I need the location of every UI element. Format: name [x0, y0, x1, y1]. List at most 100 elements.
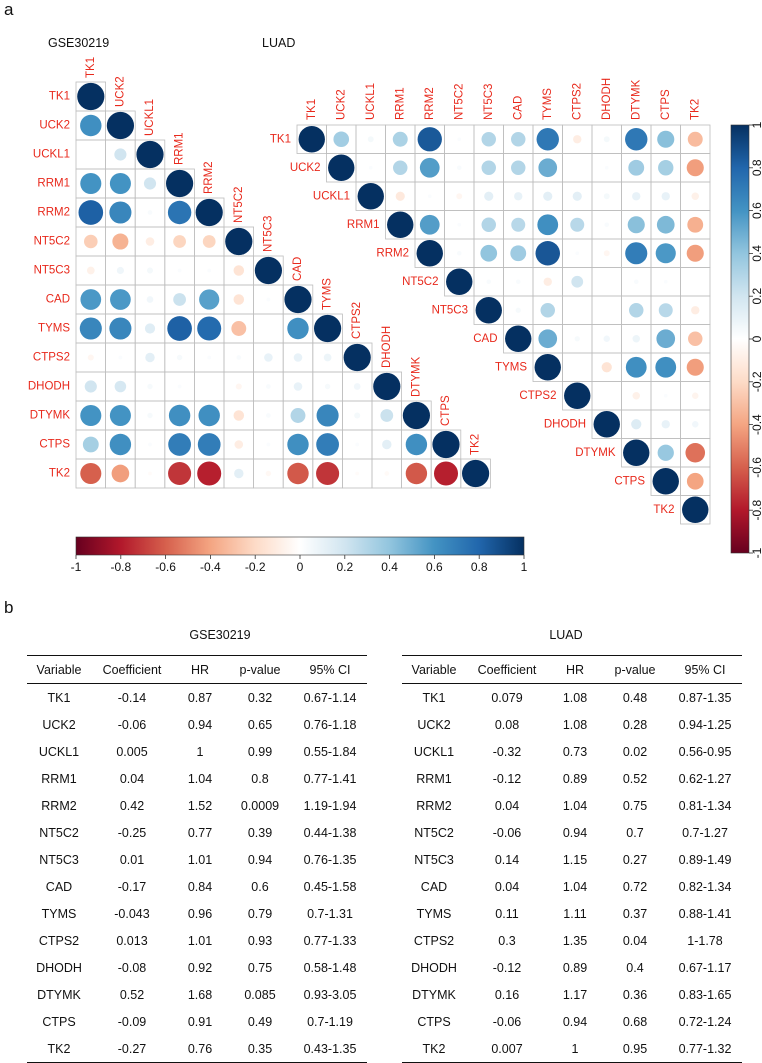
- correlation-dot: [658, 303, 673, 318]
- legend-tick-label: -0.6: [750, 457, 762, 478]
- correlation-dot: [207, 355, 212, 360]
- correlation-dot: [633, 279, 639, 285]
- correlation-dot: [90, 153, 92, 156]
- legend-tick-label: -0.6: [155, 560, 176, 574]
- row-label: RRM2: [37, 207, 70, 219]
- table-cell: 0.83-1.65: [678, 987, 732, 1002]
- table-cell: 0.8: [251, 771, 269, 786]
- table-cell: 0.52: [119, 987, 145, 1002]
- table-cell: TK2: [402, 1035, 466, 1063]
- table-cell: 0.79: [247, 906, 273, 921]
- legend-tick-label: -0.8: [110, 560, 131, 574]
- column-label: CTPS: [660, 89, 672, 120]
- correlation-dot: [265, 470, 272, 477]
- table-cell: 1.17: [562, 987, 588, 1002]
- table-cell: 0.32: [247, 690, 273, 705]
- table-cell: TK1: [422, 690, 446, 705]
- column-label: RRM2: [203, 161, 215, 194]
- correlation-dot: [456, 165, 462, 171]
- table-cell: 0.82-1.34: [678, 879, 732, 894]
- correlation-dot: [603, 250, 610, 257]
- correlation-dot: [486, 279, 492, 285]
- correlation-dot: [264, 353, 273, 362]
- column-label: DHODH: [381, 326, 393, 368]
- table-cell: 1.08: [562, 717, 588, 732]
- table-cell: DTYMK: [37, 987, 81, 1002]
- cox-table-luad: Variable Coefficient HR p-value 95% CI TK1 0.…: [402, 655, 742, 1063]
- legend-tick-label: 1: [521, 560, 528, 574]
- legend-tick-label: -0.4: [750, 414, 762, 435]
- table-cell: 1-1.78: [687, 933, 723, 948]
- table-cell: 0.94: [247, 852, 273, 867]
- correlation-dot: [84, 380, 97, 393]
- column-label: DHODH: [601, 78, 613, 120]
- table-row: RRM1 0.04 1.04 0.8 0.77-1.41: [27, 765, 367, 792]
- table-cell: 0.93: [247, 933, 273, 948]
- table-row: UCKL1 -0.32 0.73 0.02 0.56-0.95: [402, 738, 742, 765]
- panel-label-a: a: [4, 0, 14, 19]
- correlation-figure: GSE30219 LUAD TK1 TK1 UCK2 UCK2 UCKL1 UCKL1 RR…: [28, 36, 762, 574]
- correlation-dot: [293, 353, 303, 362]
- correlation-dot: [606, 395, 608, 397]
- correlation-dot: [685, 442, 706, 463]
- column-label: RRM1: [174, 132, 186, 165]
- correlation-dot: [603, 335, 610, 342]
- table-cell: -0.043: [114, 906, 150, 921]
- correlation-dot: [173, 293, 186, 306]
- correlation-dot: [606, 281, 608, 283]
- correlation-dot: [225, 227, 253, 256]
- correlation-dot: [432, 430, 460, 459]
- column-label: UCKL1: [365, 83, 377, 120]
- table-cell: 1.01: [187, 933, 213, 948]
- legend-tick-label: -1: [71, 560, 82, 574]
- row-label: CTPS: [39, 439, 70, 451]
- table-cell: 0.49: [247, 1014, 273, 1029]
- column-label: TK2: [689, 99, 701, 120]
- correlation-dot: [146, 267, 154, 274]
- correlation-dot: [147, 412, 153, 419]
- table-row: NT5C2 -0.06 0.94 0.7 0.7-1.27: [402, 819, 742, 846]
- correlation-dot: [417, 127, 442, 152]
- table-row: TK1 -0.14 0.87 0.32 0.67-1.14: [27, 684, 367, 712]
- column-label: NT5C2: [233, 187, 245, 223]
- row-label: UCKL1: [313, 190, 350, 202]
- correlation-dot: [87, 354, 94, 361]
- heatmap-title-gse: GSE30219: [48, 36, 109, 50]
- correlation-dot: [148, 442, 152, 447]
- table-cell: RRM2: [41, 798, 77, 813]
- table-cell: 0.6: [251, 879, 269, 894]
- correlation-dot: [84, 234, 98, 249]
- column-label: NT5C2: [453, 84, 465, 120]
- correlation-dot: [197, 316, 222, 341]
- row-label: NT5C3: [34, 265, 70, 277]
- correlation-dot: [480, 244, 498, 262]
- table-cell: CTPS2: [38, 933, 80, 948]
- correlation-dot: [576, 167, 578, 169]
- table-row: NT5C2 -0.25 0.77 0.39 0.44-1.38: [27, 819, 367, 846]
- table-cell: 0.75: [247, 960, 273, 975]
- column-label: UCKL1: [144, 99, 156, 136]
- table-cell: 0.16: [494, 987, 520, 1002]
- correlation-dot: [570, 217, 585, 232]
- table-row: CAD -0.17 0.84 0.6 0.45-1.58: [27, 873, 367, 900]
- correlation-dot: [628, 159, 645, 176]
- correlation-dot: [323, 353, 332, 362]
- legend-tick-label: -0.4: [200, 560, 221, 574]
- correlation-dot: [168, 433, 191, 456]
- table-cell: RRM1: [41, 771, 77, 786]
- table-cell: TYMS: [41, 906, 77, 921]
- correlation-dot: [475, 297, 502, 324]
- correlation-dot: [511, 217, 526, 232]
- correlation-dot: [382, 439, 392, 450]
- row-label: CTPS2: [33, 352, 70, 364]
- table-cell: UCK2: [417, 717, 451, 732]
- column-label: UCK2: [335, 89, 347, 120]
- correlation-dot: [343, 343, 371, 372]
- correlation-dot: [136, 140, 164, 169]
- table-cell: 1.04: [562, 798, 588, 813]
- correlation-dot: [197, 433, 221, 456]
- correlation-dot: [118, 355, 123, 360]
- correlation-dot: [177, 384, 182, 389]
- legend-tick-label: 0.2: [750, 288, 762, 305]
- table-row: DHODH -0.12 0.89 0.4 0.67-1.17: [402, 954, 742, 981]
